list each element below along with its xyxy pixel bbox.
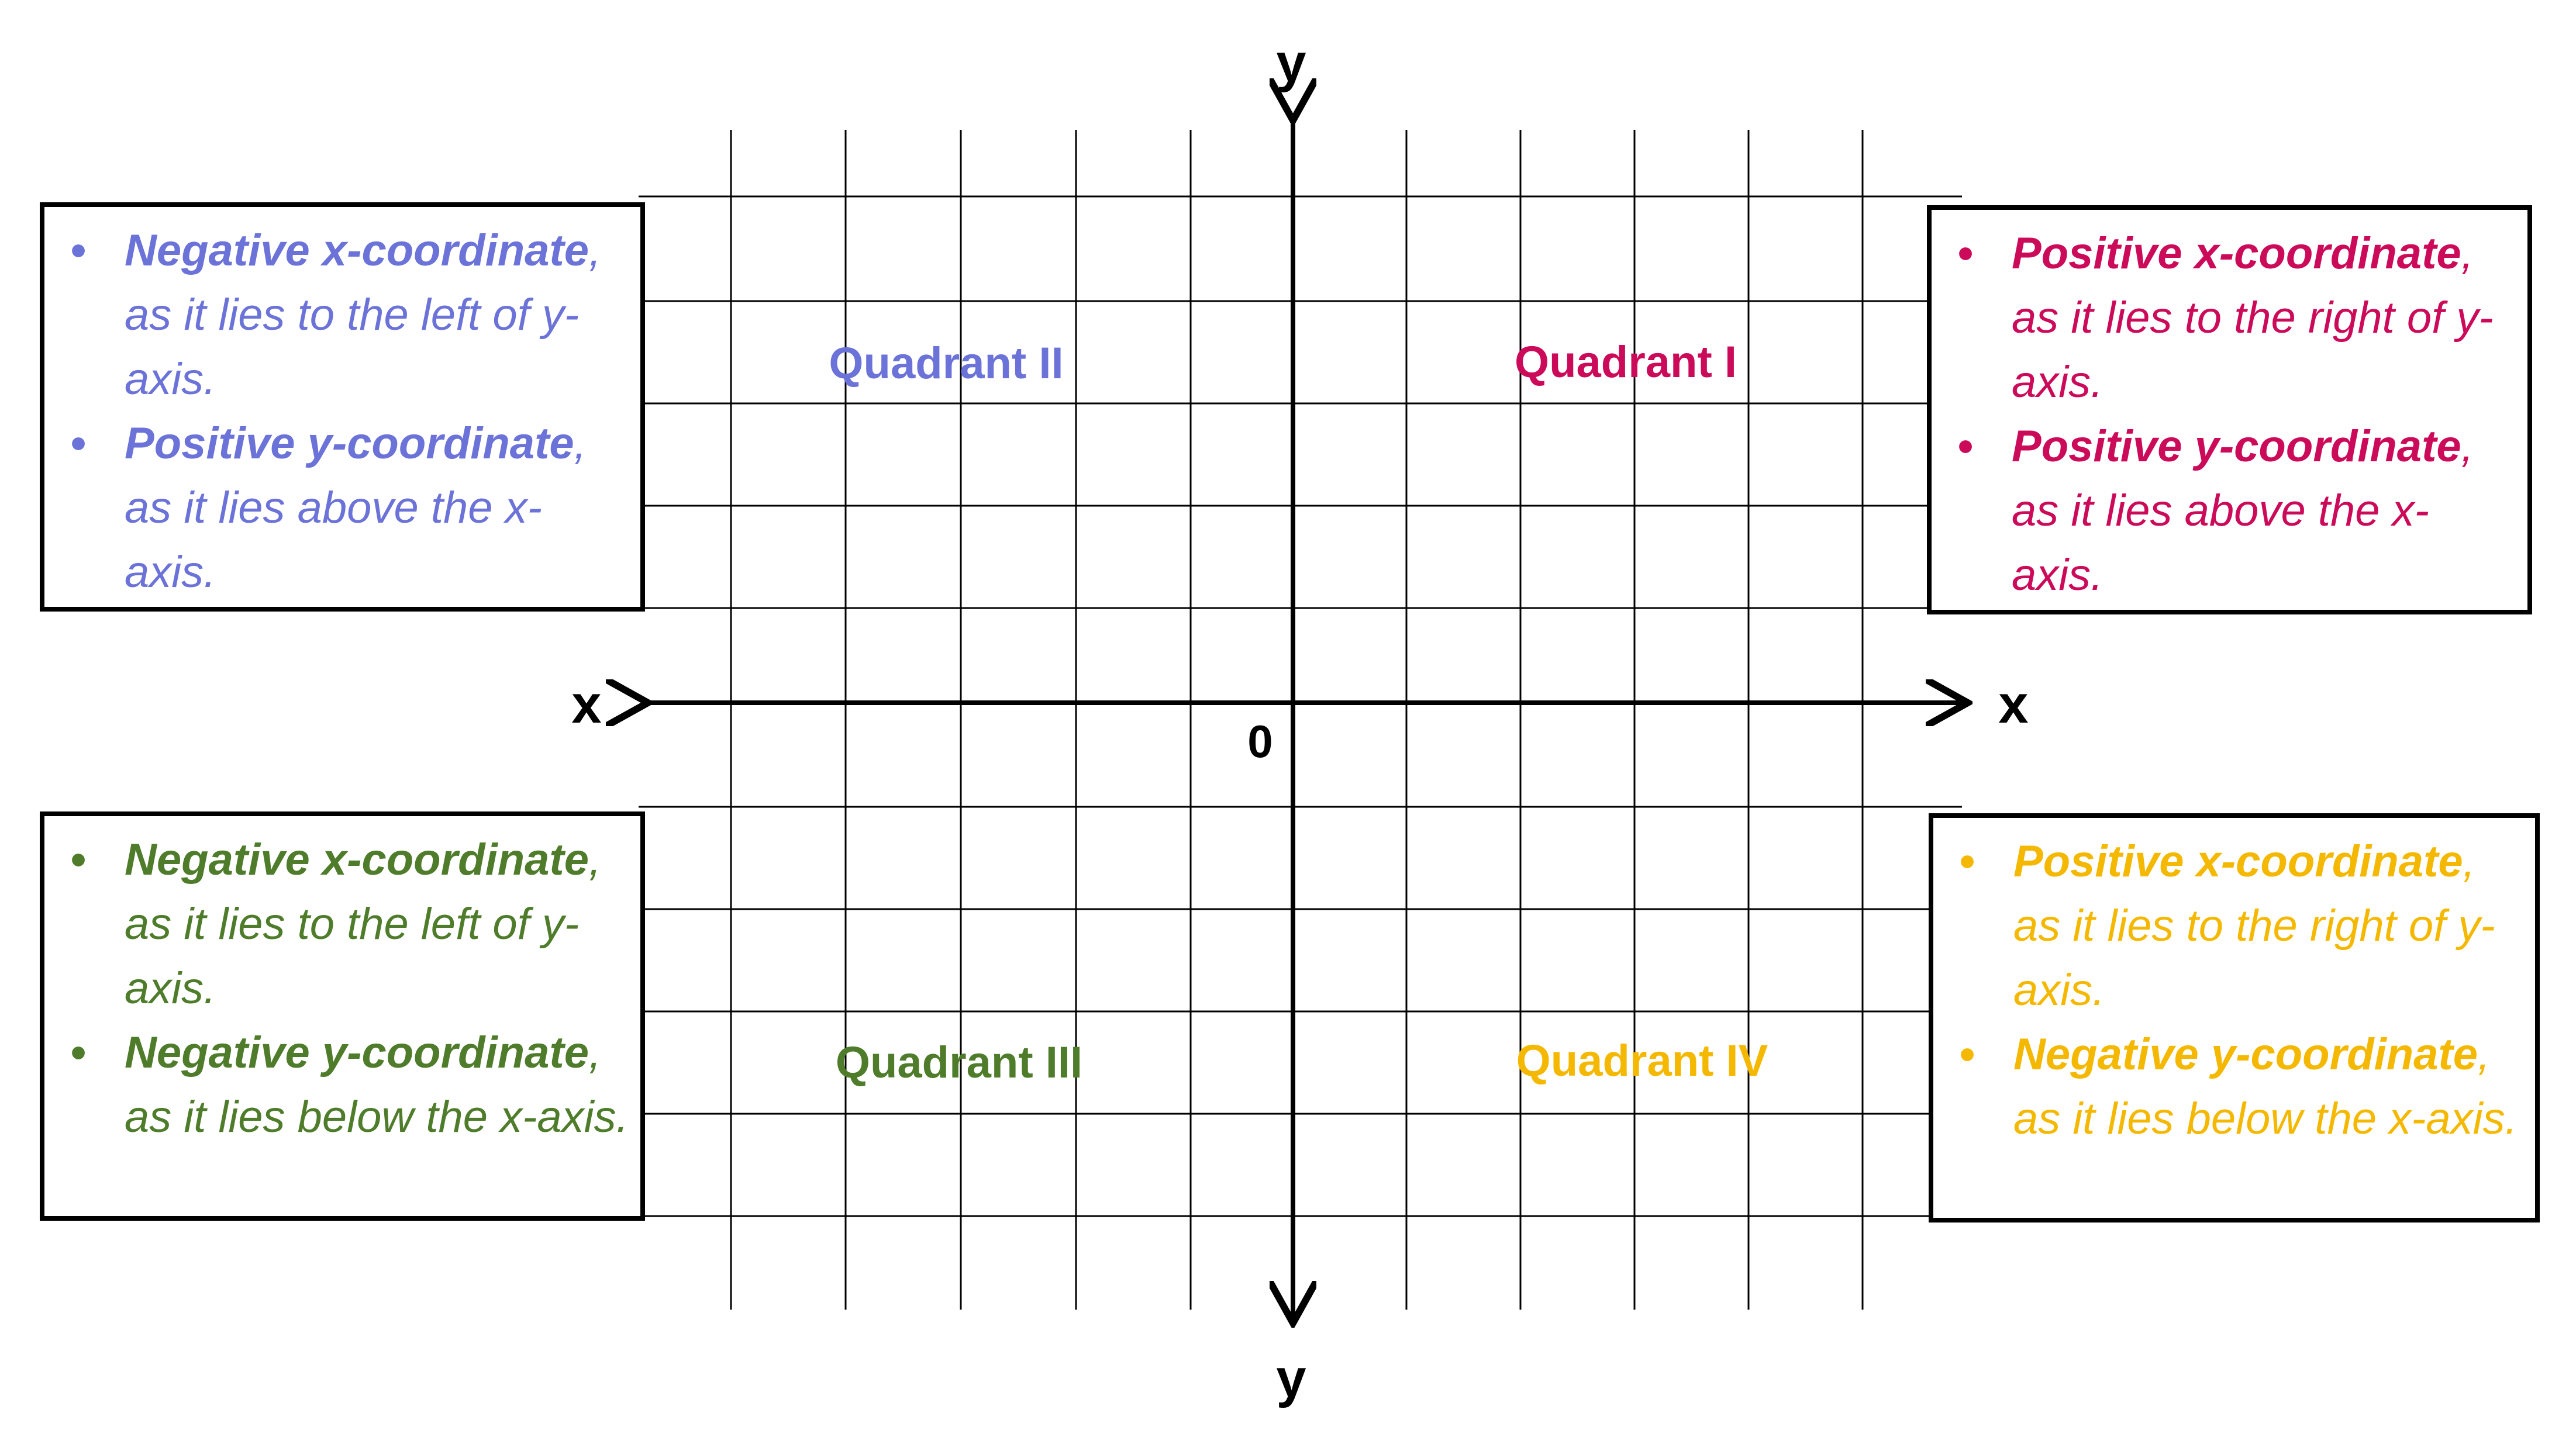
- list-item: • Negative y-coordinate, as it lies belo…: [1933, 1023, 2523, 1151]
- quadrant-iii-label: Quadrant III: [835, 1038, 1083, 1087]
- bullet-icon: •: [1957, 229, 1974, 278]
- list-item: • Positive y-coordinate, as it lies abov…: [44, 412, 629, 605]
- coordinate-sign-term: Positive x-coordinate: [2012, 229, 2461, 278]
- y-axis-bottom-label: y: [1276, 1349, 1306, 1408]
- coordinate-sign-term: Negative x-coordinate: [125, 835, 589, 885]
- x-axis-right-label: x: [1998, 675, 2029, 734]
- coordinate-sign-term: Negative y-coordinate: [2013, 1030, 2478, 1079]
- coordinate-explanation: , as it lies to the right of y-axis.: [2012, 229, 2494, 407]
- x-axis-left-label: x: [571, 675, 602, 734]
- quadrant-i-label: Quadrant I: [1514, 337, 1737, 387]
- list-item: • Positive x-coordinate, as it lies to t…: [1932, 222, 2516, 415]
- coordinate-sign-term: Positive y-coordinate: [2012, 422, 2461, 471]
- y-axis-top-label: y: [1276, 33, 1306, 93]
- bullet-icon: •: [70, 1028, 87, 1078]
- bullet-icon: •: [1959, 837, 1975, 886]
- origin-label: 0: [1247, 716, 1273, 767]
- list-item: • Negative x-coordinate, as it lies to t…: [44, 828, 629, 1021]
- coordinate-explanation: , as it lies to the left of y-axis.: [125, 835, 602, 1013]
- bullet-icon: •: [70, 226, 87, 275]
- bullet-icon: •: [70, 419, 87, 468]
- coordinate-sign-term: Negative x-coordinate: [125, 226, 589, 275]
- quadrant-ii-label: Quadrant II: [829, 339, 1064, 388]
- quadrant-ii-info-box: • Negative x-coordinate, as it lies to t…: [40, 202, 645, 612]
- list-item: • Negative y-coordinate, as it lies belo…: [44, 1021, 629, 1149]
- quadrant-iii-info-box: • Negative x-coordinate, as it lies to t…: [40, 811, 645, 1221]
- coordinate-explanation: , as it lies to the right of y-axis.: [2013, 837, 2495, 1015]
- list-item: • Positive y-coordinate, as it lies abov…: [1932, 415, 2516, 607]
- bullet-icon: •: [70, 835, 87, 885]
- bullet-icon: •: [1959, 1030, 1975, 1079]
- coordinate-explanation: , as it lies below the x-axis.: [125, 1028, 629, 1142]
- coordinate-explanation: , as it lies to the left of y-axis.: [125, 226, 602, 404]
- coordinate-sign-term: Positive y-coordinate: [125, 419, 574, 468]
- coordinate-explanation: , as it lies below the x-axis.: [2013, 1030, 2518, 1144]
- grid-vertical-lines: [730, 130, 1864, 1310]
- coordinate-sign-term: Negative y-coordinate: [125, 1028, 589, 1078]
- coordinate-sign-term: Positive x-coordinate: [2013, 837, 2463, 886]
- quadrant-i-info-box: • Positive x-coordinate, as it lies to t…: [1927, 205, 2532, 614]
- coordinate-explanation: , as it lies above the x-axis.: [125, 419, 587, 597]
- list-item: • Negative x-coordinate, as it lies to t…: [44, 219, 629, 412]
- list-item: • Positive x-coordinate, as it lies to t…: [1933, 830, 2523, 1023]
- quadrant-iv-info-box: • Positive x-coordinate, as it lies to t…: [1929, 813, 2540, 1222]
- coordinate-explanation: , as it lies above the x-axis.: [2012, 422, 2474, 600]
- bullet-icon: •: [1957, 422, 1974, 471]
- quadrant-iv-label: Quadrant IV: [1516, 1036, 1768, 1086]
